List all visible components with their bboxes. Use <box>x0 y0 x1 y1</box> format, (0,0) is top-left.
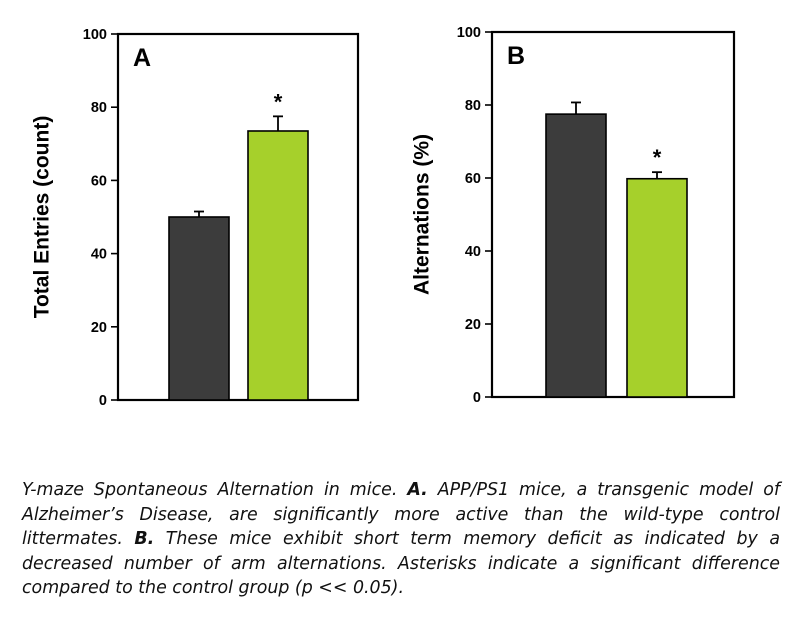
y-axis-label: Alternations (%) <box>411 134 434 295</box>
bar <box>247 130 309 401</box>
panel-label: B <box>507 42 525 70</box>
plot-frame <box>116 32 360 402</box>
y-tick-label: 100 <box>457 25 481 41</box>
y-tick-label: 60 <box>465 171 481 187</box>
y-tick-label: 80 <box>465 98 481 114</box>
caption-text-1: Y-maze Spontaneous Alternation in mice. <box>22 480 408 500</box>
y-tick-label: 0 <box>473 390 481 406</box>
y-tick-label: 20 <box>91 320 107 336</box>
panel-label: A <box>133 44 151 72</box>
y-tick-label: 100 <box>83 27 107 43</box>
charts-figure: 0 20 40 60 80 100 Total Entries (count) A * 0 20 40… <box>31 25 736 409</box>
y-tick-label: 40 <box>91 247 107 263</box>
significance-asterisk: * <box>274 89 283 114</box>
y-tick-label: 0 <box>99 393 107 409</box>
caption-text-2: APP/PS1 mice, a transgenic model of Alzh… <box>22 480 780 549</box>
caption-label-b: B. <box>134 529 155 549</box>
significance-asterisk: * <box>653 145 662 170</box>
figure-caption: Y-maze Spontaneous Alternation in mice. … <box>22 478 780 601</box>
y-tick-label: 20 <box>465 317 481 333</box>
y-axis-label: Total Entries (count) <box>31 116 54 319</box>
bar <box>168 216 230 401</box>
chart-panel-b: 0 20 40 60 80 100 Alternations (%) B * <box>411 25 736 406</box>
y-tick-label: 60 <box>91 173 107 189</box>
y-tick-label: 40 <box>465 244 481 260</box>
y-tick-label: 80 <box>91 100 107 116</box>
caption-text-3: These mice exhibit short term memory def… <box>22 529 780 598</box>
chart-panel-a: 0 20 40 60 80 100 Total Entries (count) A * <box>31 27 360 409</box>
caption-label-a: A. <box>407 480 428 500</box>
bar <box>626 177 688 398</box>
plot-frame <box>490 30 736 399</box>
bar <box>545 113 607 398</box>
